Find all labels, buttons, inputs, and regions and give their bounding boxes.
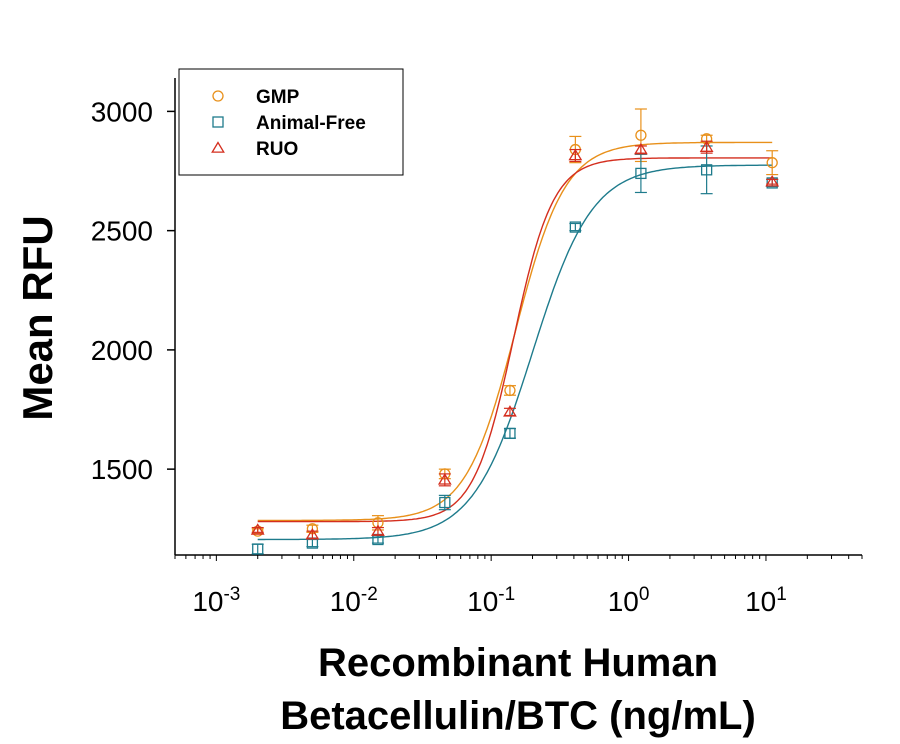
y-axis-ticks: 1500 2000 2500 3000: [91, 96, 175, 485]
legend: GMP Animal-Free RUO: [178, 68, 404, 176]
x-axis-ticks: 10-3 10-2 10-1 100 101: [174, 555, 863, 617]
data-point-ruo: [765, 174, 780, 187]
fit-curve-animal-free: [257, 164, 773, 541]
legend-marker-animal-free: [212, 116, 224, 128]
x-tick-label: 100: [608, 584, 650, 617]
data-point-animal-free: [635, 167, 647, 180]
legend-label-animal-free: Animal-Free: [256, 113, 366, 134]
data-point-ruo: [371, 524, 385, 536]
data-point-ruo: [634, 142, 648, 155]
data-point-animal-free: [439, 496, 451, 509]
y-tick-label: 2500: [91, 216, 153, 247]
y-tick-label: 2000: [91, 335, 153, 366]
data-point-animal-free: [252, 543, 264, 555]
x-tick-label: 101: [745, 584, 787, 617]
data-point-ruo: [503, 405, 517, 417]
data-point-ruo: [699, 140, 714, 152]
legend-label-gmp: GMP: [256, 87, 300, 108]
data-points: [250, 108, 780, 555]
data-point-ruo: [568, 148, 583, 161]
x-axis-title-line-2: Betacellulin/BTC (ng/mL): [280, 694, 756, 738]
x-tick-label: 10-2: [330, 584, 378, 617]
legend-marker-gmp: [212, 90, 224, 102]
data-point-animal-free: [504, 427, 516, 440]
x-axis-title-line-1: Recombinant Human: [318, 641, 718, 685]
fit-curve-ruo: [257, 157, 773, 523]
fit-curves: [257, 141, 773, 541]
data-point-animal-free: [766, 177, 778, 189]
data-point-gmp: [766, 157, 778, 169]
y-tick-label: 1500: [91, 454, 153, 485]
data-point-gmp: [504, 384, 516, 397]
y-tick-label: 3000: [91, 96, 153, 127]
legend-label-ruo: RUO: [256, 139, 298, 160]
data-point-ruo: [250, 523, 265, 535]
data-point-ruo: [305, 527, 320, 540]
legend-box: [178, 68, 404, 176]
x-tick-label: 10-1: [467, 584, 515, 617]
data-point-ruo: [437, 473, 452, 485]
legend-marker-ruo: [211, 141, 225, 153]
x-tick-label: 10-3: [192, 584, 240, 617]
data-point-gmp: [635, 129, 647, 141]
data-point-animal-free: [700, 164, 713, 176]
y-axis-title: Mean RFU: [14, 215, 61, 420]
plot-area: 1500 2000 2500 3000 10-3 10-2 10-1 100 101: [91, 78, 863, 617]
data-point-gmp: [252, 525, 264, 537]
data-point-animal-free: [569, 221, 582, 233]
